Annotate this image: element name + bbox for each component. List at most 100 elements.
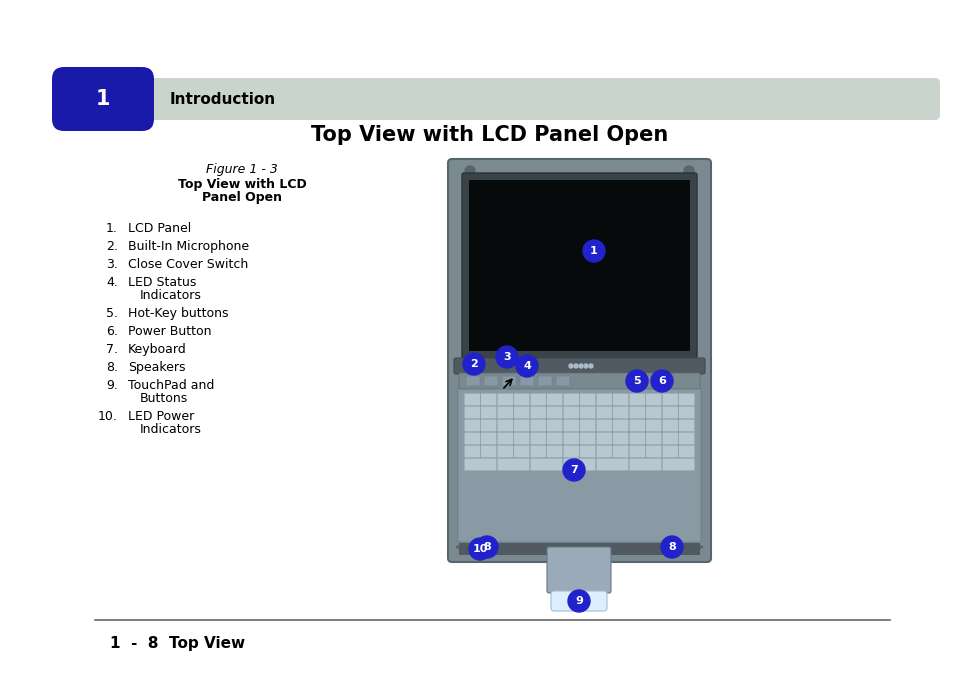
- FancyBboxPatch shape: [497, 406, 513, 419]
- FancyBboxPatch shape: [596, 419, 612, 432]
- FancyBboxPatch shape: [458, 373, 700, 389]
- Circle shape: [464, 166, 475, 176]
- FancyBboxPatch shape: [52, 67, 153, 131]
- FancyBboxPatch shape: [661, 419, 678, 432]
- FancyBboxPatch shape: [678, 419, 694, 432]
- Text: Top View with LCD Panel Open: Top View with LCD Panel Open: [311, 125, 668, 145]
- FancyBboxPatch shape: [464, 432, 479, 445]
- FancyBboxPatch shape: [546, 419, 562, 432]
- Text: 1.: 1.: [106, 222, 118, 235]
- FancyBboxPatch shape: [513, 432, 529, 445]
- Text: 7.: 7.: [106, 343, 118, 356]
- Text: 1  -  8  Top View: 1 - 8 Top View: [110, 636, 245, 651]
- FancyBboxPatch shape: [579, 446, 596, 458]
- FancyBboxPatch shape: [497, 432, 513, 445]
- Circle shape: [683, 166, 693, 176]
- FancyBboxPatch shape: [480, 432, 497, 445]
- FancyBboxPatch shape: [645, 393, 661, 406]
- FancyBboxPatch shape: [464, 393, 479, 406]
- FancyBboxPatch shape: [579, 432, 596, 445]
- Text: Speakers: Speakers: [128, 361, 185, 374]
- Text: 9: 9: [575, 596, 582, 606]
- FancyBboxPatch shape: [562, 393, 578, 406]
- FancyBboxPatch shape: [497, 419, 513, 432]
- FancyBboxPatch shape: [530, 432, 546, 445]
- FancyBboxPatch shape: [501, 376, 516, 386]
- Text: Buttons: Buttons: [140, 392, 188, 405]
- FancyBboxPatch shape: [562, 432, 578, 445]
- FancyBboxPatch shape: [645, 419, 661, 432]
- FancyBboxPatch shape: [530, 406, 546, 419]
- FancyBboxPatch shape: [678, 446, 694, 458]
- Text: 6: 6: [658, 376, 665, 386]
- Text: Indicators: Indicators: [140, 423, 202, 436]
- FancyBboxPatch shape: [661, 393, 678, 406]
- Circle shape: [578, 364, 582, 368]
- FancyBboxPatch shape: [579, 393, 596, 406]
- FancyBboxPatch shape: [546, 393, 562, 406]
- Text: Hot-Key buttons: Hot-Key buttons: [128, 307, 229, 320]
- FancyBboxPatch shape: [596, 458, 628, 471]
- FancyBboxPatch shape: [530, 446, 546, 458]
- Circle shape: [568, 364, 573, 368]
- FancyBboxPatch shape: [596, 446, 612, 458]
- FancyBboxPatch shape: [596, 406, 612, 419]
- FancyBboxPatch shape: [551, 591, 606, 611]
- FancyBboxPatch shape: [678, 432, 694, 445]
- FancyBboxPatch shape: [464, 458, 497, 471]
- FancyBboxPatch shape: [457, 388, 700, 542]
- Text: Top View with LCD: Top View with LCD: [177, 178, 306, 191]
- Circle shape: [660, 536, 682, 558]
- FancyBboxPatch shape: [629, 432, 644, 445]
- Circle shape: [462, 353, 484, 375]
- FancyBboxPatch shape: [562, 419, 578, 432]
- FancyBboxPatch shape: [519, 376, 534, 386]
- Text: TouchPad and: TouchPad and: [128, 379, 214, 392]
- FancyBboxPatch shape: [530, 419, 546, 432]
- FancyBboxPatch shape: [480, 393, 497, 406]
- Text: 3: 3: [502, 352, 510, 362]
- FancyBboxPatch shape: [469, 180, 689, 351]
- FancyBboxPatch shape: [562, 458, 596, 471]
- Text: 9.: 9.: [106, 379, 118, 392]
- FancyBboxPatch shape: [458, 543, 700, 555]
- FancyBboxPatch shape: [546, 547, 610, 593]
- FancyBboxPatch shape: [497, 458, 529, 471]
- Circle shape: [588, 364, 593, 368]
- FancyBboxPatch shape: [480, 419, 497, 432]
- Text: Keyboard: Keyboard: [128, 343, 187, 356]
- Text: 8: 8: [482, 542, 491, 552]
- FancyBboxPatch shape: [546, 406, 562, 419]
- Text: 4: 4: [522, 361, 531, 371]
- FancyBboxPatch shape: [645, 406, 661, 419]
- FancyBboxPatch shape: [579, 406, 596, 419]
- Text: Figure 1 - 3: Figure 1 - 3: [206, 163, 277, 176]
- FancyBboxPatch shape: [612, 446, 628, 458]
- FancyBboxPatch shape: [497, 446, 513, 458]
- Text: 10: 10: [472, 544, 487, 554]
- Text: Indicators: Indicators: [140, 289, 202, 302]
- FancyBboxPatch shape: [480, 406, 497, 419]
- FancyBboxPatch shape: [661, 406, 678, 419]
- FancyBboxPatch shape: [562, 446, 578, 458]
- Text: Close Cover Switch: Close Cover Switch: [128, 258, 248, 271]
- Circle shape: [516, 355, 537, 377]
- FancyBboxPatch shape: [546, 446, 562, 458]
- FancyBboxPatch shape: [480, 446, 497, 458]
- Text: 5: 5: [633, 376, 640, 386]
- FancyBboxPatch shape: [629, 393, 644, 406]
- FancyBboxPatch shape: [612, 432, 628, 445]
- Text: Panel Open: Panel Open: [202, 191, 282, 204]
- Text: 2: 2: [470, 359, 477, 369]
- Circle shape: [650, 370, 672, 392]
- FancyBboxPatch shape: [678, 393, 694, 406]
- FancyBboxPatch shape: [546, 432, 562, 445]
- Circle shape: [469, 538, 491, 560]
- Text: 8: 8: [667, 542, 675, 552]
- Text: Built-In Microphone: Built-In Microphone: [128, 240, 249, 253]
- Text: 1: 1: [590, 246, 598, 256]
- Text: LED Power: LED Power: [128, 410, 194, 423]
- Text: 4.: 4.: [106, 276, 118, 289]
- FancyBboxPatch shape: [464, 419, 479, 432]
- FancyBboxPatch shape: [629, 446, 644, 458]
